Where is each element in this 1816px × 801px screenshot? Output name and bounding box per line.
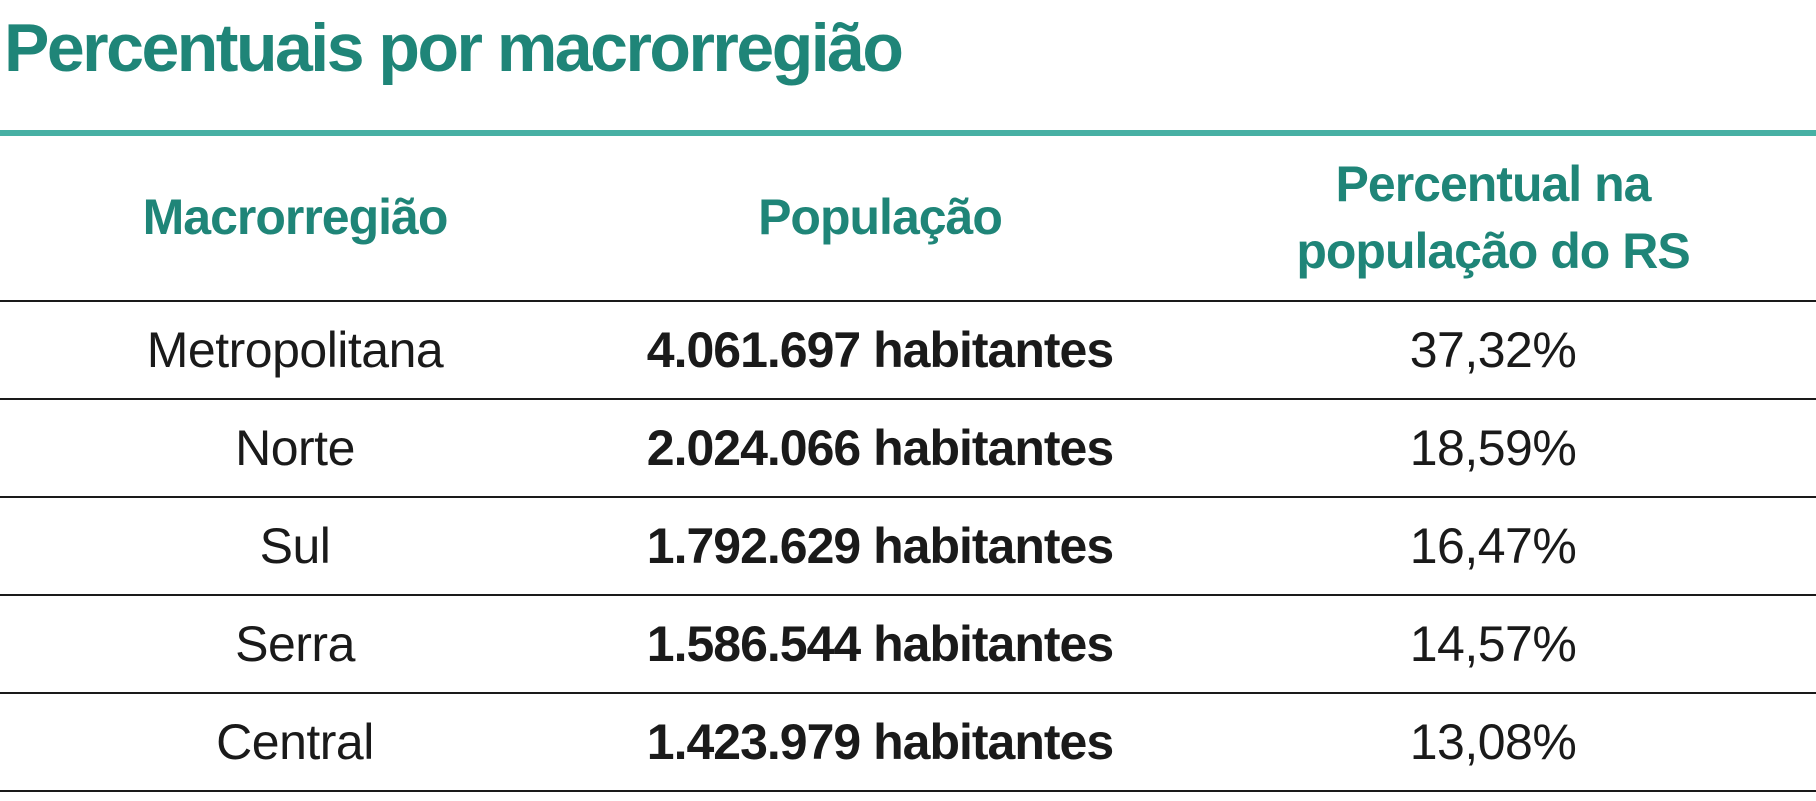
table-body: Metropolitana 4.061.697 habitantes 37,32… [0,300,1816,792]
percent-cell: 37,32% [1409,322,1577,378]
table-row: Sul 1.792.629 habitantes 16,47% [0,496,1816,594]
percent-cell: 18,59% [1409,420,1577,476]
region-cell: Central [216,714,374,770]
header-percent: Percentual na população do RS [1170,136,1816,300]
table-header: Macrorregião População Percentual na pop… [0,136,1816,300]
header-region: Macrorregião [142,189,449,246]
table-row: Metropolitana 4.061.697 habitantes 37,32… [0,300,1816,398]
table-row: Central 1.423.979 habitantes 13,08% [0,692,1816,792]
region-cell: Norte [235,420,355,476]
region-cell: Metropolitana [146,322,444,378]
region-cell: Serra [235,616,355,672]
table-row: Serra 1.586.544 habitantes 14,57% [0,594,1816,692]
page-title: Percentuais por macrorregião [4,10,904,86]
population-cell: 1.586.544 habitantes [646,616,1114,672]
population-cell: 4.061.697 habitantes [646,322,1114,378]
header-percent-line2: população do RS [1296,223,1690,279]
title-divider [0,130,1816,136]
population-cell: 1.423.979 habitantes [646,714,1114,770]
table-row: Norte 2.024.066 habitantes 18,59% [0,398,1816,496]
population-cell: 2.024.066 habitantes [646,420,1114,476]
population-cell: 1.792.629 habitantes [646,518,1114,574]
header-percent-line1: Percentual na [1335,155,1652,212]
region-cell: Sul [259,518,331,574]
percent-cell: 16,47% [1409,518,1577,574]
header-population: População [758,189,1003,246]
percent-cell: 14,57% [1409,616,1577,672]
percent-cell: 13,08% [1409,714,1577,770]
